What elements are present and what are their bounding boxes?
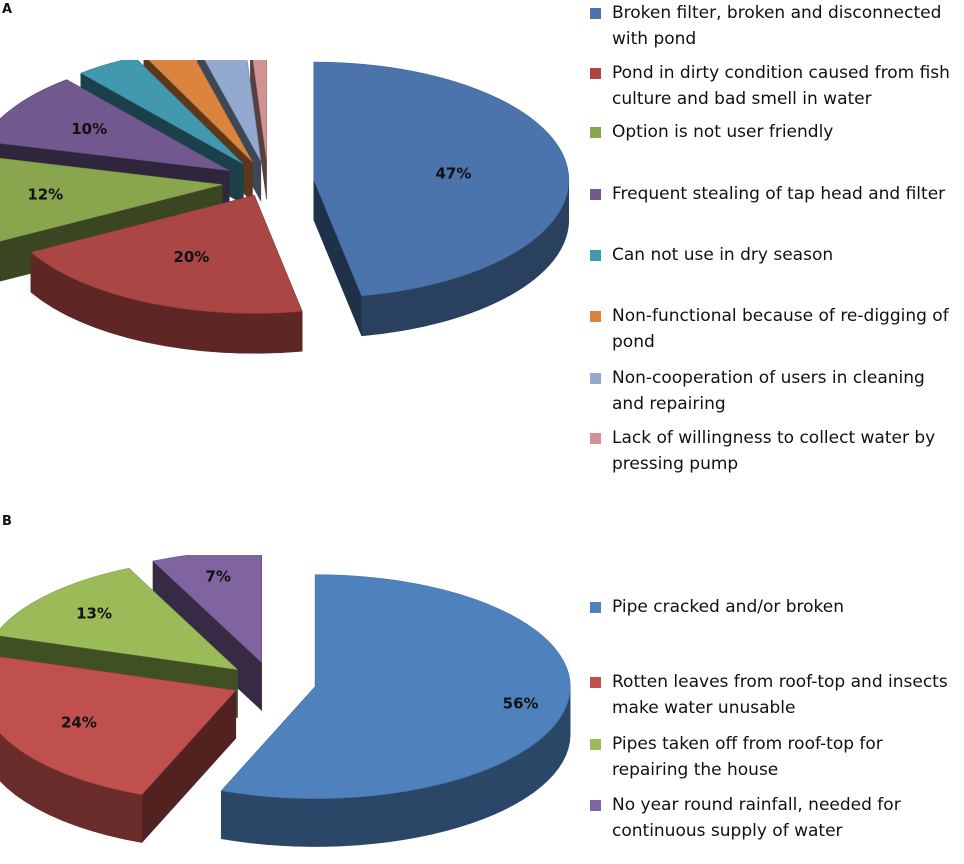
panel-b-label: B: [2, 514, 12, 529]
legend-label: Option is not user friendly: [612, 122, 834, 142]
legend-item-pond-in-dirty-condition-caused-from-fish: Pond in dirty condition caused from fish…: [590, 60, 962, 112]
legend-swatch: [590, 739, 601, 750]
legend-swatch: [590, 127, 601, 138]
legend-label: Non-cooperation of users in cleaning and…: [612, 368, 925, 414]
legend-swatch: [590, 800, 601, 811]
legend-item-broken-filter-broken-and-disconnected-wi: Broken filter, broken and disconnected w…: [590, 0, 962, 52]
slice-frequent-stealing-of-tap-head-and-filter: [0, 79, 230, 171]
legend-swatch: [590, 8, 601, 19]
value-label-4: 7%: [205, 568, 230, 586]
legend-swatch: [590, 68, 601, 79]
legend-item-lack-of-willingness-to-collect-water-by-: Lack of willingness to collect water by …: [590, 425, 962, 477]
legend-item-can-not-use-in-dry-season: Can not use in dry season: [590, 242, 962, 268]
legend-label: Non-functional because of re-digging of …: [612, 306, 949, 352]
pie-chart-a: 47%20%12%10%4%3%3%1%: [0, 60, 570, 354]
legend-swatch: [590, 250, 601, 261]
legend-label: Rotten leaves from roof-top and insects …: [612, 672, 948, 718]
value-label-2: 20%: [173, 248, 209, 266]
value-label-2: 24%: [61, 713, 97, 731]
legend-label: Frequent stealing of tap head and filter: [612, 184, 946, 204]
legend-swatch: [590, 311, 601, 322]
slice-pipe-cracked-and-or-broken: [220, 574, 571, 799]
value-label-4: 10%: [71, 120, 107, 138]
legend-item-no-year-round-rainfall-needed-for-contin: No year round rainfall, needed for conti…: [590, 792, 962, 844]
legend-swatch: [590, 433, 601, 444]
value-label-3: 13%: [76, 605, 112, 623]
slice-no-year-round-rainfall-needed-for-contin: [152, 555, 262, 664]
legend-label: Lack of willingness to collect water by …: [612, 428, 936, 474]
slice-pond-in-dirty-condition-caused-from-fish: [30, 195, 303, 314]
legend-swatch: [590, 189, 601, 200]
legend-item-pipe-cracked-and-or-broken: Pipe cracked and/or broken: [590, 594, 962, 620]
pie-chart-b: 56% 24% 13% 7%: [0, 555, 571, 847]
value-label-1: 56%: [503, 694, 539, 712]
slice-non-functional-because-of-re-digging-of-: [148, 60, 253, 163]
legend-label: Broken filter, broken and disconnected w…: [612, 3, 942, 49]
legend-item-option-is-not-user-friendly: Option is not user friendly: [590, 119, 962, 145]
legend-swatch: [590, 677, 601, 688]
legend-label: Can not use in dry season: [612, 245, 834, 265]
legend-label: No year round rainfall, needed for conti…: [612, 795, 901, 841]
value-label-3: 12%: [27, 186, 63, 204]
slice-rotten-leaves-from-roof-top-and-insects-: [0, 656, 237, 795]
legend-label: Pipes taken off from roof-top for repair…: [612, 734, 883, 780]
legend-item-pipes-taken-off-from-roof-top-for-repair: Pipes taken off from roof-top for repair…: [590, 731, 962, 783]
legend-label: Pond in dirty condition caused from fish…: [612, 63, 950, 109]
slice-option-is-not-user-friendly: [0, 157, 223, 242]
slice-pipes-taken-off-from-roof-top-for-repair: [0, 567, 239, 671]
pie-tops: [0, 60, 570, 314]
slice-can-not-use-in-dry-season: [80, 60, 244, 165]
slice-broken-filter-broken-and-disconnected-wi: [313, 61, 570, 297]
legend-swatch: [590, 602, 601, 613]
panel-a-label: A: [2, 2, 13, 17]
legend-item-non-functional-because-of-re-digging-of-: Non-functional because of re-digging of …: [590, 303, 962, 355]
value-label-1: 47%: [435, 164, 471, 182]
slice-non-cooperation-of-users-in-cleaning-and: [204, 60, 262, 162]
legend-swatch: [590, 373, 601, 384]
legend-item-frequent-stealing-of-tap-head-and-filter: Frequent stealing of tap head and filter: [590, 181, 962, 207]
pie-tops: [0, 555, 571, 799]
slice-lack-of-willingness-to-collect-water-by-: [252, 60, 267, 159]
legend-label: Pipe cracked and/or broken: [612, 597, 845, 617]
legend-item-rotten-leaves-from-roof-top-and-insects-: Rotten leaves from roof-top and insects …: [590, 669, 962, 721]
legend-item-non-cooperation-of-users-in-cleaning-and: Non-cooperation of users in cleaning and…: [590, 365, 962, 417]
